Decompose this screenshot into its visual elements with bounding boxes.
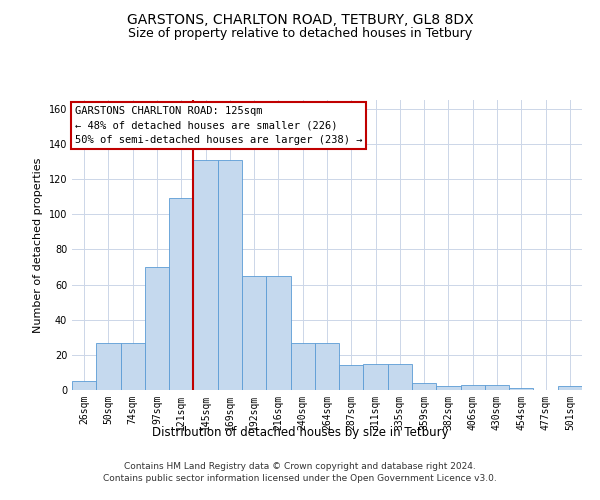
Bar bbox=[558, 386, 582, 390]
Bar bbox=[96, 342, 121, 390]
Bar bbox=[266, 276, 290, 390]
Bar bbox=[242, 276, 266, 390]
Bar bbox=[388, 364, 412, 390]
Text: Size of property relative to detached houses in Tetbury: Size of property relative to detached ho… bbox=[128, 28, 472, 40]
Bar bbox=[121, 342, 145, 390]
Bar bbox=[364, 364, 388, 390]
Bar bbox=[412, 383, 436, 390]
Bar bbox=[193, 160, 218, 390]
Text: GARSTONS, CHARLTON ROAD, TETBURY, GL8 8DX: GARSTONS, CHARLTON ROAD, TETBURY, GL8 8D… bbox=[127, 12, 473, 26]
Text: GARSTONS CHARLTON ROAD: 125sqm
← 48% of detached houses are smaller (226)
50% of: GARSTONS CHARLTON ROAD: 125sqm ← 48% of … bbox=[74, 106, 362, 146]
Bar bbox=[509, 388, 533, 390]
Bar bbox=[436, 386, 461, 390]
Bar bbox=[72, 381, 96, 390]
Text: Contains HM Land Registry data © Crown copyright and database right 2024.
Contai: Contains HM Land Registry data © Crown c… bbox=[103, 462, 497, 483]
Y-axis label: Number of detached properties: Number of detached properties bbox=[33, 158, 43, 332]
Bar bbox=[461, 384, 485, 390]
Bar bbox=[315, 342, 339, 390]
Bar bbox=[169, 198, 193, 390]
Bar bbox=[218, 160, 242, 390]
Bar bbox=[290, 342, 315, 390]
Bar bbox=[485, 384, 509, 390]
Bar bbox=[145, 267, 169, 390]
Bar bbox=[339, 366, 364, 390]
Text: Distribution of detached houses by size in Tetbury: Distribution of detached houses by size … bbox=[152, 426, 448, 439]
